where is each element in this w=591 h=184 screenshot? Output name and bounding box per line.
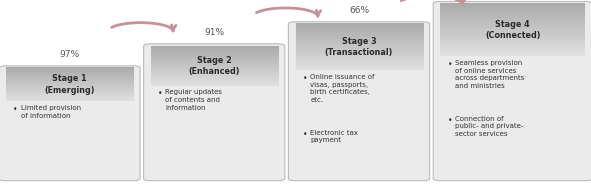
Text: •: •	[303, 74, 307, 83]
Text: Limited provision
of information: Limited provision of information	[21, 105, 81, 119]
Text: Connection of
public- and private-
sector services: Connection of public- and private- secto…	[455, 116, 524, 137]
FancyBboxPatch shape	[0, 66, 140, 181]
Text: Electronic tax
payment: Electronic tax payment	[310, 130, 358, 144]
FancyBboxPatch shape	[144, 44, 285, 181]
Text: •: •	[303, 130, 307, 139]
FancyBboxPatch shape	[288, 22, 430, 181]
Text: •: •	[13, 105, 18, 114]
Text: 66%: 66%	[349, 6, 369, 15]
Text: •: •	[158, 89, 163, 98]
Text: •: •	[447, 116, 452, 125]
Text: Stage 1
(Emerging): Stage 1 (Emerging)	[44, 74, 95, 95]
Text: Stage 4
(Connected): Stage 4 (Connected)	[485, 20, 540, 40]
Text: Online issuance of
visas, passports,
birth certificates,
etc.: Online issuance of visas, passports, bir…	[310, 74, 375, 103]
FancyBboxPatch shape	[433, 1, 591, 181]
Text: 97%: 97%	[59, 50, 80, 59]
Text: Stage 3
(Transactional): Stage 3 (Transactional)	[325, 37, 393, 57]
Text: •: •	[447, 60, 452, 69]
Text: Stage 2
(Enhanced): Stage 2 (Enhanced)	[189, 56, 240, 76]
Text: Regular updates
of contents and
information: Regular updates of contents and informat…	[165, 89, 222, 111]
Text: 91%: 91%	[204, 28, 225, 37]
Text: Seamless provision
of online services
across departments
and ministries: Seamless provision of online services ac…	[455, 60, 524, 89]
